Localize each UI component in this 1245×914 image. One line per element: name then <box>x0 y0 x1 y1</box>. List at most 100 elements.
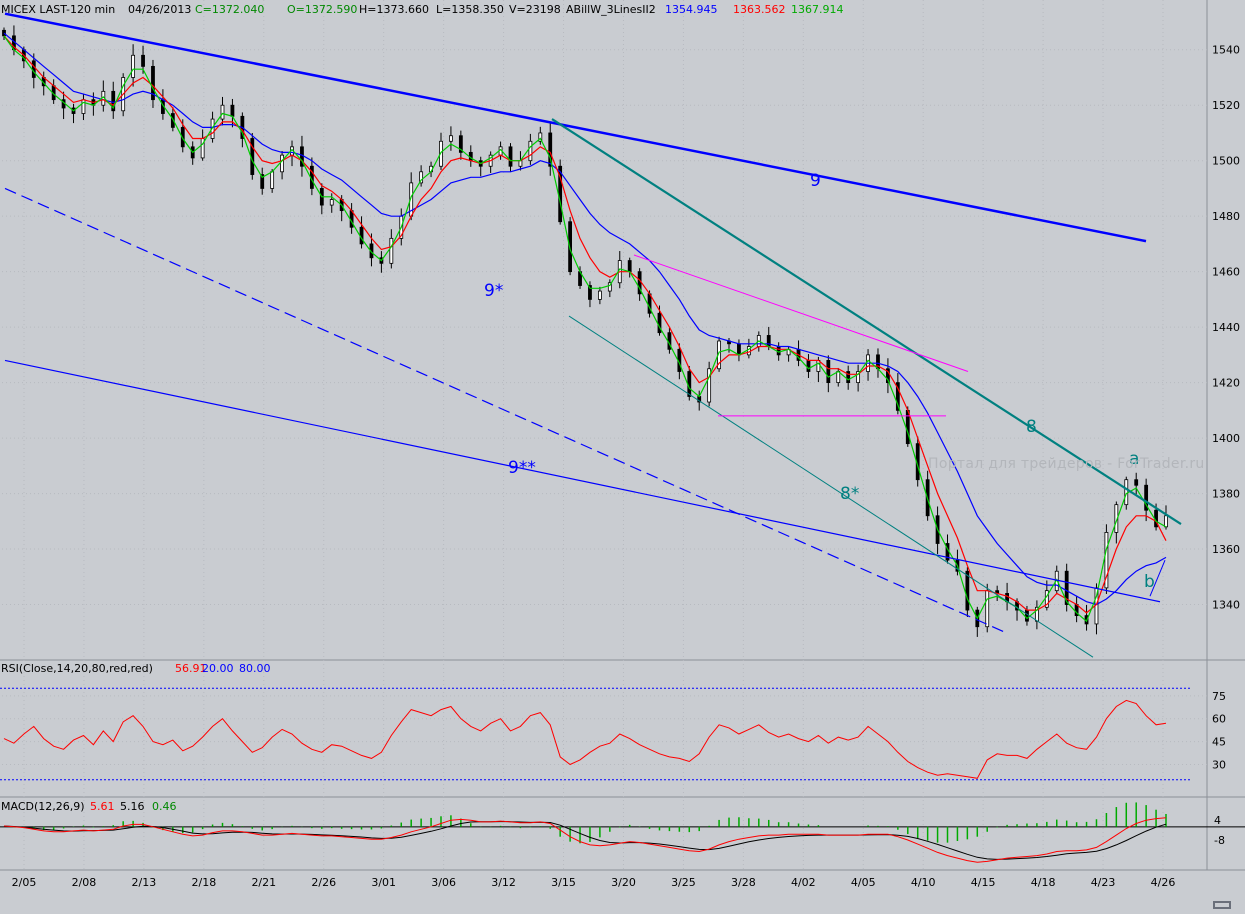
rsi-tick-label: 75 <box>1212 690 1226 703</box>
favicon-icon <box>1213 895 1231 909</box>
candle-body <box>588 285 592 300</box>
header-close: C=1372.040 <box>195 3 264 16</box>
date-tick-label: 4/23 <box>1091 876 1116 889</box>
price-tick-label: 1500 <box>1212 155 1240 168</box>
candle-body <box>210 118 215 139</box>
indicator-line <box>3 35 1167 623</box>
candle-body <box>1144 484 1149 511</box>
candle-body <box>81 99 86 114</box>
price-tick-label: 1340 <box>1212 599 1240 612</box>
header-low: L=1358.350 <box>436 3 504 16</box>
candle-body <box>1124 479 1129 506</box>
price-tick-label: 1400 <box>1212 432 1240 445</box>
date-tick-label: 2/26 <box>311 876 336 889</box>
trendline-8 <box>551 118 1182 526</box>
candle-body <box>1134 479 1139 486</box>
date-tick-label: 4/15 <box>971 876 996 889</box>
candle-body <box>846 371 851 384</box>
date-tick-label: 2/21 <box>251 876 276 889</box>
macd-hist-value: 0.46 <box>152 800 177 813</box>
date-tick-label: 3/01 <box>371 876 396 889</box>
header-high: H=1373.660 <box>359 3 429 16</box>
header-symbol: MICEX LAST-120 min <box>1 3 115 16</box>
rsi-value: 56.91 <box>175 662 207 675</box>
trendline-label: 9** <box>508 458 536 478</box>
candle-body <box>766 335 771 347</box>
candle-body <box>260 174 265 189</box>
candle-body <box>597 290 602 300</box>
candle-body <box>458 135 463 153</box>
candle-body <box>905 409 910 445</box>
rsi-tick-label: 30 <box>1212 759 1226 772</box>
candle-body <box>329 199 334 206</box>
macd-value: 5.61 <box>90 800 115 813</box>
price-tick-label: 1520 <box>1212 99 1240 112</box>
wave-label-a: a <box>1129 449 1139 469</box>
header-date: 04/26/2013 <box>128 3 191 16</box>
date-tick-label: 4/02 <box>791 876 816 889</box>
candle-body <box>1064 570 1069 605</box>
trendline-label: 8 <box>1026 417 1037 437</box>
candle-body <box>806 360 811 372</box>
price-tick-label: 1360 <box>1212 543 1240 556</box>
candle-body <box>230 104 235 117</box>
candle-body <box>449 135 453 142</box>
wave-b-line <box>1149 559 1166 597</box>
candle-body <box>965 570 970 611</box>
date-tick-label: 3/06 <box>431 876 456 889</box>
candle-body <box>419 171 424 184</box>
macd-signal-line <box>3 821 1167 860</box>
candle-body <box>280 154 284 173</box>
candle-body <box>895 382 900 411</box>
header-indicator: ABillW_3LinesII2 <box>566 3 656 16</box>
candle-body <box>627 260 632 273</box>
candle-body <box>2 29 6 37</box>
macd-tick-label: -8 <box>1214 834 1225 847</box>
candle-body <box>836 371 841 384</box>
rsi-line <box>3 699 1167 779</box>
candle-body <box>1025 609 1029 622</box>
candle-body <box>528 140 533 162</box>
candle-body <box>180 127 185 148</box>
price-tick-label: 1460 <box>1212 266 1240 279</box>
rsi-level-low: 20.00 <box>202 662 234 675</box>
candle-body <box>737 343 741 356</box>
candle-body <box>538 132 543 142</box>
trendline-9 <box>4 12 1147 243</box>
price-tick-label: 1420 <box>1212 377 1240 390</box>
watermark: Портал для трейдеров - ForTrader.ru <box>928 456 1205 472</box>
date-tick-label: 3/20 <box>611 876 636 889</box>
macd-tick-label: 4 <box>1214 814 1221 827</box>
date-tick-label: 2/05 <box>12 876 37 889</box>
candle-body <box>856 371 861 384</box>
candle-body <box>508 146 513 167</box>
date-tick-label: 4/10 <box>911 876 936 889</box>
candle-body <box>776 346 781 356</box>
price-tick-label: 1480 <box>1212 210 1240 223</box>
candle-body <box>31 60 36 78</box>
candle-body <box>131 54 136 78</box>
header-volume: V=23198 <box>509 3 561 16</box>
trendline-8star <box>568 315 1094 658</box>
header-line3: 1367.914 <box>791 3 844 16</box>
trendline-label: 9 <box>810 171 821 191</box>
rsi-label: RSI(Close,14,20,80,red,red) <box>1 662 153 675</box>
date-tick-label: 3/25 <box>671 876 696 889</box>
rsi-level-high: 80.00 <box>239 662 271 675</box>
macd-line <box>3 817 1167 863</box>
candle-body <box>111 90 116 112</box>
price-tick-label: 1440 <box>1212 321 1240 334</box>
price-tick-label: 1540 <box>1212 44 1240 57</box>
candle-body <box>826 360 831 384</box>
date-tick-label: 3/28 <box>731 876 756 889</box>
candle-body <box>985 590 990 628</box>
date-tick-label: 4/05 <box>851 876 876 889</box>
candle-body <box>439 140 443 167</box>
trendline-9star <box>4 187 1006 633</box>
date-tick-label: 2/08 <box>72 876 97 889</box>
header-open: O=1372.590 <box>287 3 357 16</box>
candle-body <box>151 65 155 101</box>
header-line2: 1363.562 <box>733 3 786 16</box>
candle-body <box>389 237 394 264</box>
